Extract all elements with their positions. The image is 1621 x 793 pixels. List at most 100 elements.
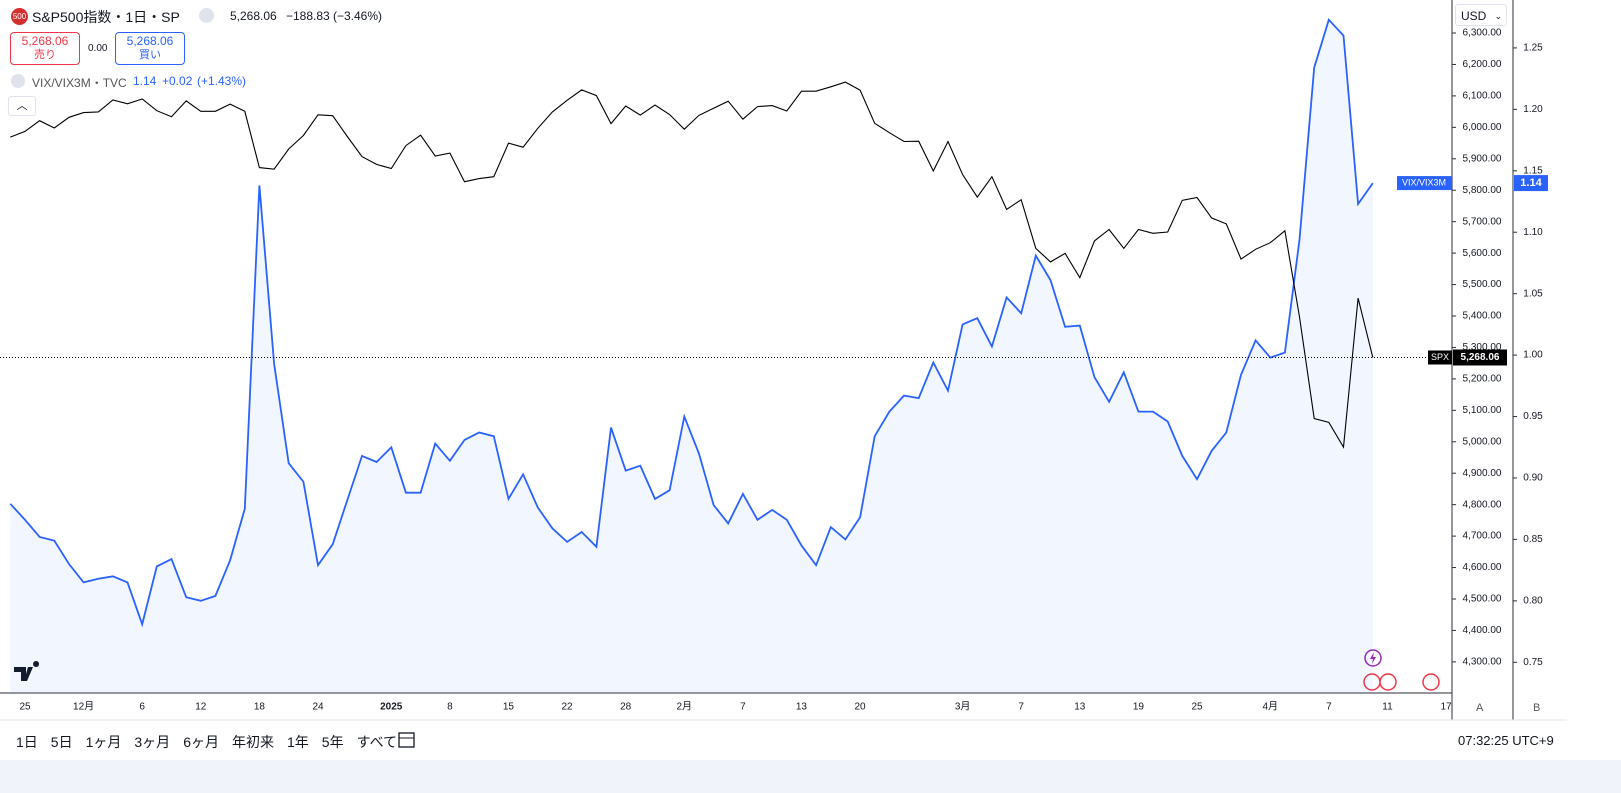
x-tick-label: 7: [1326, 702, 1332, 713]
range-button[interactable]: 3ヶ月: [134, 734, 171, 750]
y-tick-label: 5,900.00: [1463, 153, 1502, 164]
y-tick-label: 5,500.00: [1463, 279, 1502, 290]
x-tick-label: 11: [1382, 702, 1393, 713]
x-tick-label: 20: [854, 702, 866, 713]
y-tick-label: 0.95: [1523, 411, 1543, 422]
price-tag-label: 5,268.06: [1461, 352, 1500, 363]
x-tick-label: 22: [561, 702, 573, 713]
symbol-title[interactable]: S&P500指数・1日・SP: [32, 9, 180, 25]
y-tick-label: 4,800.00: [1463, 499, 1502, 510]
range-button[interactable]: すべて: [356, 734, 398, 750]
x-tick-label: 7: [1018, 702, 1024, 713]
y-tick-label: 6,100.00: [1463, 91, 1502, 102]
status-icon: [199, 8, 214, 23]
y-tick-label: 4,400.00: [1463, 625, 1502, 636]
series-tag: [1397, 176, 1452, 191]
price-tag: [1514, 175, 1548, 192]
x-tick-label: 19: [1133, 702, 1145, 713]
y-tick-label: 5,800.00: [1463, 185, 1502, 196]
x-tick-label: 24: [312, 702, 324, 713]
series-line: [9, 17, 1374, 628]
y-tick-label: 0.90: [1523, 473, 1543, 484]
y-tick-label: 6,200.00: [1463, 59, 1502, 70]
price-tag: [1453, 349, 1507, 366]
y-tick-label: 1.00: [1523, 350, 1543, 361]
bottom-strip: [0, 760, 1621, 793]
range-button[interactable]: 年初来: [231, 734, 274, 750]
area: [10, 19, 1373, 693]
y-tick-label: 4,300.00: [1463, 657, 1502, 668]
y-tick-label: 4,900.00: [1463, 468, 1502, 479]
range-button[interactable]: 1ヶ月: [85, 734, 122, 750]
overlay-change-pct: (+1.43%): [197, 74, 247, 88]
x-tick-label: 15: [503, 702, 515, 713]
clock: 07:32:25 UTC+9: [1458, 733, 1554, 748]
calendar-icon[interactable]: [398, 732, 415, 748]
x-tick-label: 2025: [380, 702, 403, 713]
overlay-icon: [11, 74, 25, 88]
range-button[interactable]: 5日: [50, 734, 73, 750]
series-tag: [1428, 350, 1452, 365]
x-tick-label: 2月: [676, 701, 692, 713]
x-tick-label: 4月: [1262, 701, 1278, 713]
y-tick-label: 1.10: [1523, 227, 1543, 238]
overlay-title[interactable]: VIX/VIX3M・TVC: [32, 76, 127, 90]
x-tick-label: 8: [447, 702, 453, 713]
x-tick-label: 12: [195, 702, 207, 713]
overlay-change: +0.02: [162, 74, 193, 88]
x-tick-label: 25: [19, 702, 31, 713]
x-tick-label: 28: [620, 702, 632, 713]
y-tick-label: 1.15: [1523, 165, 1543, 176]
y-tick-label: 5,100.00: [1463, 405, 1502, 416]
spread: 0.00: [88, 43, 108, 54]
y-tick-label: 0.75: [1523, 657, 1543, 668]
range-bar: 1日 5日 1ヶ月 3ヶ月 6ヶ月 年初来 1年 5年 すべて: [16, 732, 397, 752]
currency: USD: [1461, 9, 1487, 23]
x-tick-label: 3月: [955, 701, 971, 713]
change: −188.83: [286, 9, 330, 23]
series-tag-name: VIX/VIX3M: [1402, 177, 1446, 187]
overlay-price: 1.14: [133, 74, 157, 88]
y-tick-label: 5,700.00: [1463, 216, 1502, 227]
range-button[interactable]: 5年: [321, 734, 344, 750]
y-tick-label: 5,200.00: [1463, 374, 1502, 385]
scale-a[interactable]: A: [1476, 702, 1484, 714]
event-icons: [1363, 649, 1440, 691]
series-tag-name: SPX: [1431, 352, 1449, 362]
y-tick-label: 4,600.00: [1463, 562, 1502, 573]
x-tick-label: 12月: [73, 701, 94, 713]
y-tick-label: 4,500.00: [1463, 594, 1502, 605]
buy-price: 5,268.06: [126, 34, 174, 48]
currency-select[interactable]: USD ⌄: [1455, 4, 1507, 26]
price-tag-label: 1.14: [1520, 177, 1542, 189]
y-tick-label: 6,300.00: [1463, 28, 1502, 39]
x-tick-label: 7: [740, 702, 746, 713]
y-tick-label: 4,700.00: [1463, 531, 1502, 542]
buy-label: 買い: [139, 49, 161, 61]
sell-label: 売り: [34, 49, 56, 61]
y-tick-label: 1.25: [1523, 43, 1543, 54]
price: 5,268.06: [230, 9, 277, 23]
range-button[interactable]: 1年: [286, 734, 309, 750]
range-button[interactable]: 6ヶ月: [183, 734, 219, 750]
collapse-button[interactable]: ︿: [8, 96, 36, 116]
y-tick-label: 0.80: [1523, 595, 1543, 606]
scale-b[interactable]: B: [1533, 702, 1541, 714]
y-tick-label: 5,400.00: [1463, 311, 1502, 322]
y-tick-label: 5,000.00: [1463, 436, 1502, 447]
symbol-logo: 500: [11, 8, 28, 25]
sell-price: 5,268.06: [21, 34, 69, 48]
range-button[interactable]: 1日: [16, 734, 38, 750]
tv-logo: [14, 661, 40, 681]
y-tick-label: 5,600.00: [1463, 248, 1502, 259]
series-line: [10, 81, 1374, 449]
x-tick-label: 17: [1440, 702, 1452, 713]
y-tick-label: 6,000.00: [1463, 122, 1502, 133]
buy-button[interactable]: 5,268.06 買い: [115, 32, 185, 65]
x-tick-label: 13: [1074, 702, 1086, 713]
x-tick-label: 18: [254, 702, 266, 713]
y-tick-label: 5,300.00: [1463, 342, 1502, 353]
sell-button[interactable]: 5,268.06 売り: [10, 32, 80, 65]
